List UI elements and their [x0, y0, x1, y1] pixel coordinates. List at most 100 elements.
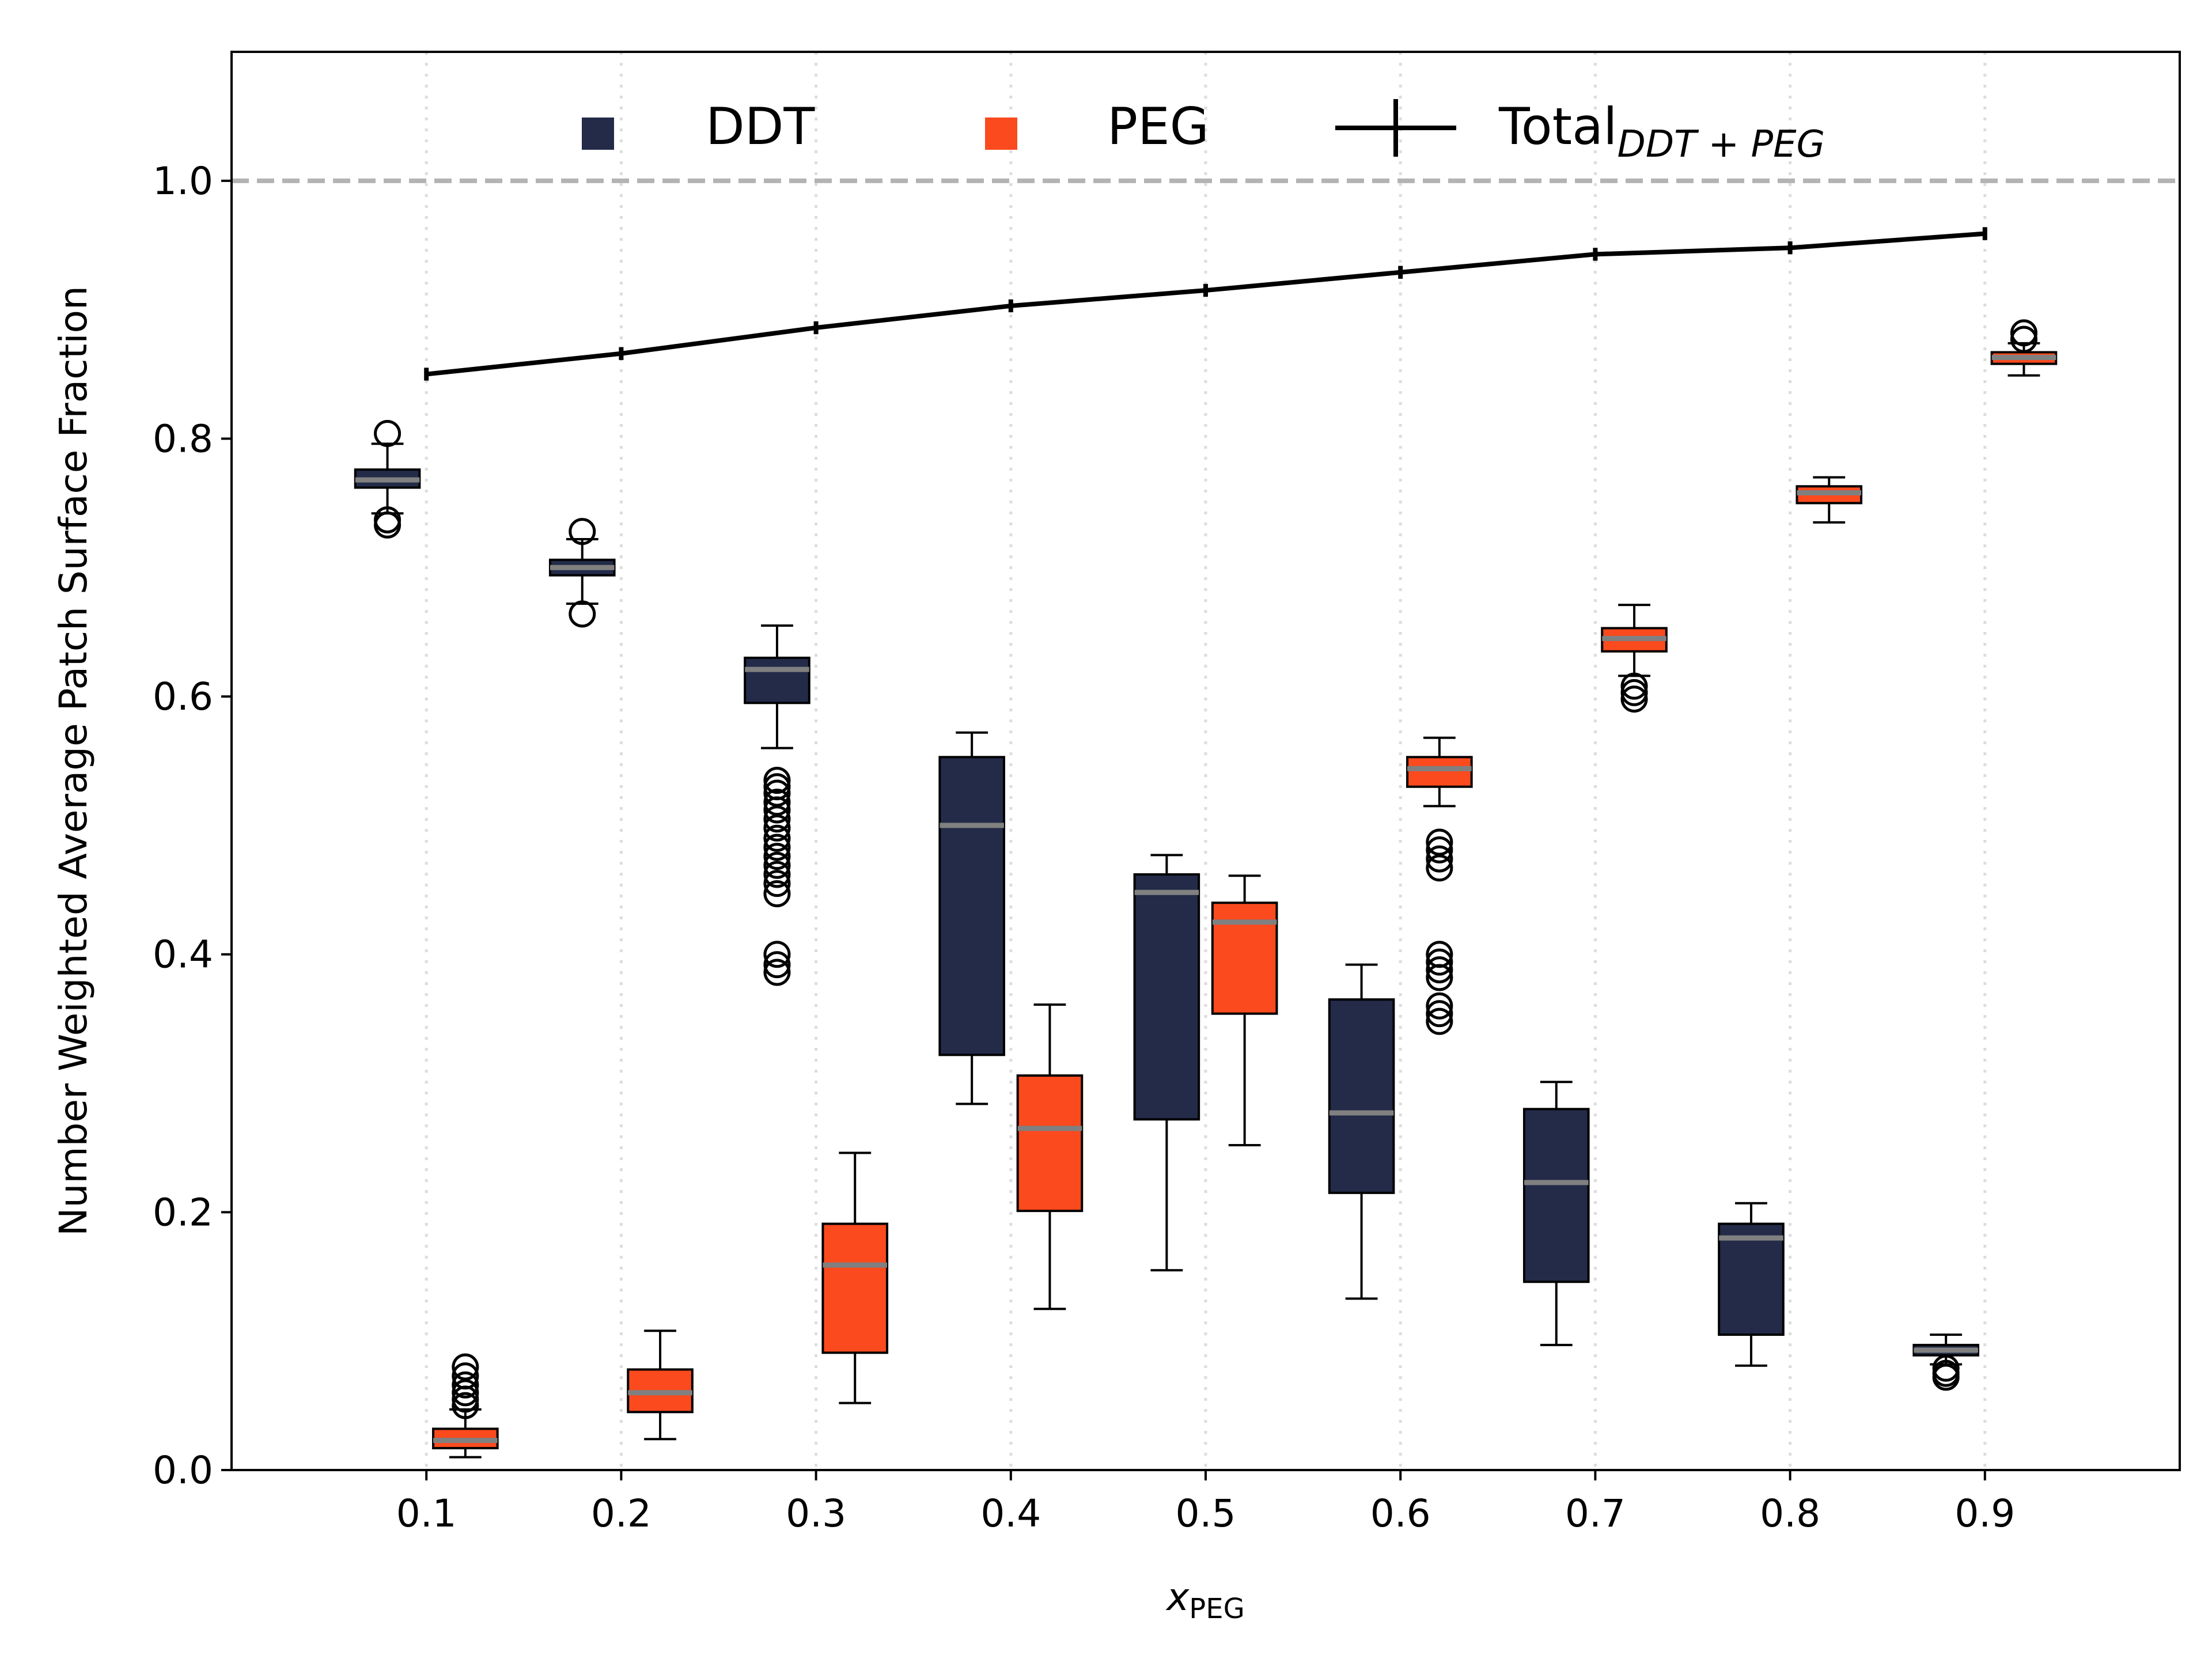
box-ddt	[1522, 1081, 1590, 1346]
outlier-point	[1426, 948, 1453, 976]
outlier-point	[763, 941, 791, 968]
outlier-point	[2010, 319, 2037, 347]
outlier-point	[763, 880, 791, 908]
box-peg	[627, 1330, 694, 1441]
box-peg	[1601, 604, 1668, 713]
outlier-point	[1426, 854, 1453, 882]
outlier-point	[452, 1392, 479, 1419]
x-axis-label-sub: PEG	[1189, 1593, 1244, 1625]
outlier-point	[1426, 836, 1453, 863]
iqr-box	[744, 656, 810, 704]
x-axis-label-main: x	[1165, 1575, 1190, 1619]
x-tick-label: 0.3	[786, 1491, 846, 1536]
y-tick-label: 1.0	[153, 159, 213, 203]
x-axis: 0.1 0.2 0.3 0.4 0.5 0.6 0.7 0.8 0.9	[396, 1470, 2015, 1536]
box-peg	[821, 1152, 889, 1404]
box-peg	[432, 1353, 499, 1459]
outlier-point	[374, 511, 402, 539]
box-ddt	[548, 518, 616, 628]
legend-ddt-swatch	[582, 118, 614, 150]
outlier-point	[1620, 679, 1648, 706]
box-ddt	[1912, 1333, 1979, 1391]
outlier-point	[763, 843, 791, 870]
outlier-point	[1620, 672, 1648, 700]
outlier-point	[763, 951, 791, 979]
y-axis-label: Number Weighted Average Patch Surface Fr…	[51, 286, 96, 1236]
outlier-point	[452, 1385, 479, 1413]
iqr-box	[1522, 1108, 1590, 1283]
legend: DDT PEG TotalDDT + PEG	[582, 97, 1825, 166]
box-ddt	[1133, 854, 1200, 1272]
box-ddt	[938, 731, 1005, 1105]
outlier-point	[1426, 956, 1453, 984]
box-ddt	[354, 420, 421, 539]
iqr-box	[938, 756, 1005, 1056]
iqr-box	[821, 1222, 889, 1354]
outlier-point	[763, 767, 791, 794]
y-tick-label: 0.6	[153, 675, 213, 719]
outlier-point	[763, 814, 791, 842]
outlier-point	[1426, 992, 1453, 1020]
y-axis: 0.0 0.2 0.4 0.6 0.8 1.0	[153, 159, 232, 1493]
y-tick-label: 0.2	[153, 1190, 213, 1234]
x-tick-label: 0.7	[1565, 1491, 1626, 1536]
outlier-point	[763, 870, 791, 897]
y-tick-label: 0.8	[153, 416, 213, 461]
outlier-point	[374, 420, 402, 448]
iqr-box	[1718, 1222, 1785, 1336]
x-tick-label: 0.8	[1760, 1491, 1820, 1536]
outlier-point	[452, 1353, 479, 1381]
outlier-point	[569, 518, 596, 546]
y-tick-label: 0.4	[153, 933, 213, 977]
x-tick-label: 0.5	[1176, 1491, 1236, 1536]
outlier-point	[452, 1379, 479, 1407]
x-tick-label: 0.6	[1370, 1491, 1431, 1536]
outlier-point	[2010, 325, 2037, 353]
iqr-box	[1016, 1074, 1084, 1213]
outlier-point	[1426, 828, 1453, 856]
outlier-point	[1426, 845, 1453, 873]
box-series	[354, 319, 2058, 1459]
legend-peg-label: PEG	[1107, 97, 1209, 156]
x-axis-label: xPEG	[1165, 1575, 1245, 1625]
outlier-point	[763, 834, 791, 861]
outlier-point	[763, 851, 791, 879]
box-peg	[1016, 1003, 1084, 1310]
outlier-point	[763, 805, 791, 833]
box-ddt	[1718, 1202, 1785, 1367]
legend-total-label: TotalDDT + PEG	[1498, 97, 1825, 166]
box-ddt	[744, 624, 810, 986]
legend-total-label-sub: DDT + PEG	[1618, 123, 1825, 166]
outlier-point	[763, 861, 791, 888]
outlier-point	[1620, 685, 1648, 713]
legend-total-label-main: Total	[1498, 97, 1618, 156]
outlier-point	[763, 824, 791, 852]
legend-ddt-label: DDT	[706, 97, 816, 156]
x-tick-label: 0.4	[980, 1491, 1041, 1536]
iqr-box	[1211, 902, 1278, 1015]
total-series	[424, 227, 1987, 381]
outlier-point	[1932, 1363, 1960, 1391]
outlier-point	[763, 779, 791, 807]
x-tick-label: 0.2	[591, 1491, 652, 1536]
outlier-point	[1426, 1000, 1453, 1028]
outlier-point	[763, 789, 791, 816]
outlier-point	[763, 796, 791, 824]
outlier-point	[1426, 1007, 1453, 1035]
iqr-box	[1328, 998, 1395, 1194]
x-tick-label: 0.9	[1955, 1491, 2015, 1536]
outlier-point	[569, 600, 596, 628]
box-peg	[1796, 476, 1863, 524]
y-tick-label: 0.0	[153, 1448, 213, 1493]
outlier-point	[763, 959, 791, 986]
box-peg	[1211, 874, 1278, 1146]
box-ddt	[1328, 963, 1395, 1300]
iqr-box	[1133, 873, 1200, 1121]
x-tick-label: 0.1	[396, 1491, 457, 1536]
iqr-box	[1406, 756, 1473, 788]
box-peg	[1990, 319, 2058, 377]
outlier-point	[1426, 964, 1453, 991]
legend-peg-swatch	[985, 118, 1017, 150]
